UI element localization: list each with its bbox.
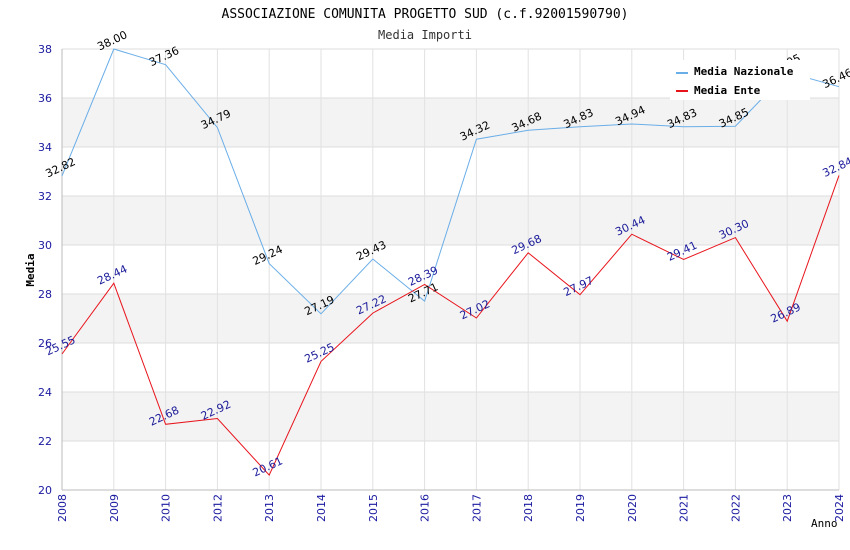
chart-title: ASSOCIAZIONE COMUNITA PROGETTO SUD (c.f.…: [222, 7, 629, 22]
x-tick-label: 2020: [626, 494, 639, 522]
grid-band: [62, 98, 839, 147]
x-tick-label: 2008: [56, 494, 69, 522]
grid-bands: [62, 49, 839, 490]
y-tick-label: 20: [38, 484, 52, 497]
x-tick-label: 2010: [160, 494, 173, 522]
y-tick-label: 34: [38, 141, 52, 154]
y-tick-label: 28: [38, 288, 52, 301]
legend-label-media-nazionale: Media Nazionale: [694, 65, 794, 78]
y-tick-label: 22: [38, 435, 52, 448]
grid-lines: [61, 48, 840, 491]
axes: [61, 49, 839, 491]
y-axis-label: Media: [24, 253, 37, 286]
x-tick-label: 2012: [211, 494, 224, 522]
legend: Media Nazionale Media Ente: [670, 60, 810, 100]
y-tick-label: 36: [38, 92, 52, 105]
legend-background: [670, 60, 810, 100]
x-tick-label: 2021: [678, 494, 691, 522]
x-tick-label: 2022: [729, 494, 742, 522]
chart-subtitle: Media Importi: [378, 28, 472, 42]
x-tick-label: 2019: [574, 494, 587, 522]
y-tick-label: 32: [38, 190, 52, 203]
series-lines: [61, 48, 840, 476]
x-tick-label: 2017: [470, 494, 483, 522]
x-tick-label: 2015: [367, 494, 380, 522]
legend-label-media-ente: Media Ente: [694, 84, 761, 97]
x-tick-label: 2024: [833, 494, 846, 522]
x-tick-label: 2014: [315, 494, 328, 522]
x-tick-labels: 2008 2009 2010 2012 2013 2014 2015 2016 2017 2018…: [56, 494, 846, 522]
y-tick-label: 24: [38, 386, 52, 399]
x-axis-label: Anno: [811, 517, 838, 530]
grid-band: [62, 294, 839, 343]
x-tick-label: 2016: [419, 494, 432, 522]
y-tick-label: 26: [38, 337, 52, 350]
series-line-media-ente: [61, 175, 840, 476]
x-tick-label: 2013: [263, 494, 276, 522]
y-tick-label: 30: [38, 239, 52, 252]
y-tick-label: 38: [38, 43, 52, 56]
y-tick-labels: 20 22 24 26 28 30 32 34 36 38: [38, 43, 52, 497]
grid-band: [62, 392, 839, 441]
x-tick-label: 2009: [108, 494, 121, 522]
x-tick-label: 2023: [781, 494, 794, 522]
x-tick-label: 2018: [522, 494, 535, 522]
series-line-media-nazionale: [61, 48, 840, 315]
